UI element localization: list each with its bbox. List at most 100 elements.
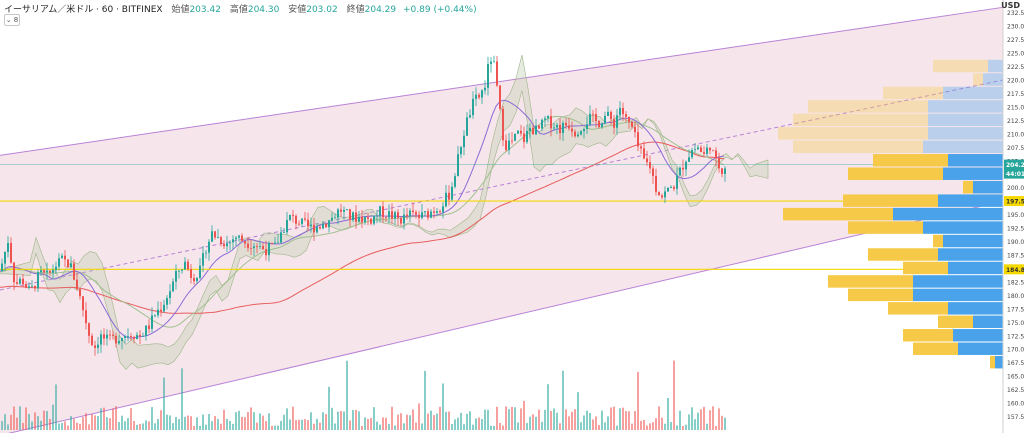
candle-body	[640, 146, 642, 149]
candle-body	[703, 152, 705, 154]
candle-body	[373, 215, 375, 224]
y-tick-label: 200.00	[1007, 185, 1024, 192]
volume-bar	[649, 423, 651, 430]
volume-bar	[466, 413, 468, 430]
candle-body	[583, 128, 585, 132]
candle-body	[139, 334, 141, 337]
price-label-bg	[1004, 196, 1024, 207]
candle-body	[487, 64, 489, 88]
candle-body	[85, 310, 87, 324]
candle-body	[319, 226, 321, 229]
volume-bar	[313, 423, 315, 430]
candle-body	[601, 123, 603, 128]
volume-bar	[355, 409, 357, 430]
volume-bar	[541, 421, 543, 430]
volume-bar	[310, 412, 312, 430]
volume-bar	[586, 410, 588, 430]
candle-body	[499, 85, 501, 109]
volume-bar	[565, 409, 567, 430]
volume-bar	[91, 413, 93, 430]
candle-body	[160, 309, 162, 312]
volume-bar	[361, 425, 363, 430]
volume-bar	[253, 412, 255, 430]
candle-body	[166, 298, 168, 305]
candle-body	[352, 212, 354, 221]
vp-down-bar	[988, 59, 1003, 73]
candle-body	[13, 262, 15, 283]
candle-body	[259, 246, 261, 247]
price-label: 44:01	[1006, 171, 1024, 178]
volume-bar	[628, 411, 630, 430]
volume-bar	[10, 414, 12, 430]
candle-body	[556, 124, 558, 128]
vp-down-bar	[893, 207, 1003, 221]
volume-bar	[244, 417, 246, 430]
vp-down-bar	[943, 167, 1003, 180]
volume-bar	[217, 418, 219, 430]
volume-bar	[238, 410, 240, 430]
candle-body	[418, 214, 420, 219]
candle-body	[400, 217, 402, 224]
volume-bar	[346, 360, 348, 430]
candle-body	[106, 334, 108, 339]
volume-bar	[643, 419, 645, 430]
candle-body	[406, 214, 408, 217]
volume-bar	[400, 413, 402, 430]
volume-bar	[511, 406, 513, 430]
candle-body	[670, 186, 672, 188]
candle-body	[637, 132, 639, 147]
volume-bar	[430, 410, 432, 430]
candle-body	[268, 243, 270, 256]
candle-body	[427, 211, 429, 218]
candle-body	[535, 125, 537, 135]
volume-bar	[715, 425, 717, 430]
volume-bar	[619, 408, 621, 430]
candle-body	[355, 212, 357, 222]
volume-bar	[61, 422, 63, 430]
volume-bar	[694, 419, 696, 430]
chevron-down-icon[interactable]: ⌄ 8	[4, 14, 20, 26]
y-tick-label: 187.50	[1007, 253, 1024, 260]
volume-bar	[583, 415, 585, 430]
candle-body	[133, 337, 135, 340]
candle-body	[667, 187, 669, 192]
volume-bar	[514, 407, 516, 430]
candle-body	[559, 124, 561, 134]
candle-body	[124, 336, 126, 338]
y-tick-label: 167.50	[1007, 360, 1024, 367]
candle-body	[214, 231, 216, 238]
volume-bar	[394, 425, 396, 430]
vp-up-bar	[873, 154, 948, 167]
candle-body	[172, 281, 174, 292]
candle-body	[622, 107, 624, 115]
candle-body	[361, 216, 363, 223]
candle-body	[82, 296, 84, 311]
volume-bar	[334, 423, 336, 430]
volume-bar	[622, 407, 624, 430]
candle-body	[385, 217, 387, 219]
candle-body	[643, 148, 645, 159]
candle-body	[565, 122, 567, 126]
candle-body	[325, 223, 327, 228]
price-label-bg	[1004, 159, 1024, 170]
volume-bar	[433, 415, 435, 430]
candle-body	[646, 158, 648, 163]
channel-upper-line	[0, 6, 1004, 156]
vp-up-bar	[913, 342, 958, 355]
volume-bar	[373, 407, 375, 430]
candle-body	[424, 211, 426, 213]
price-label-bg	[1004, 168, 1024, 179]
candle-body	[553, 127, 555, 129]
candle-body	[184, 261, 186, 270]
vp-down-bar	[973, 315, 1003, 329]
vp-up-bar	[868, 248, 938, 261]
volume-bar	[706, 423, 708, 430]
candle-body	[109, 334, 111, 336]
candle-body	[265, 249, 267, 256]
y-tick-label: 165.00	[1007, 374, 1024, 381]
candle-body	[397, 212, 399, 218]
candle-body	[595, 113, 597, 122]
volume-bar	[7, 424, 9, 430]
